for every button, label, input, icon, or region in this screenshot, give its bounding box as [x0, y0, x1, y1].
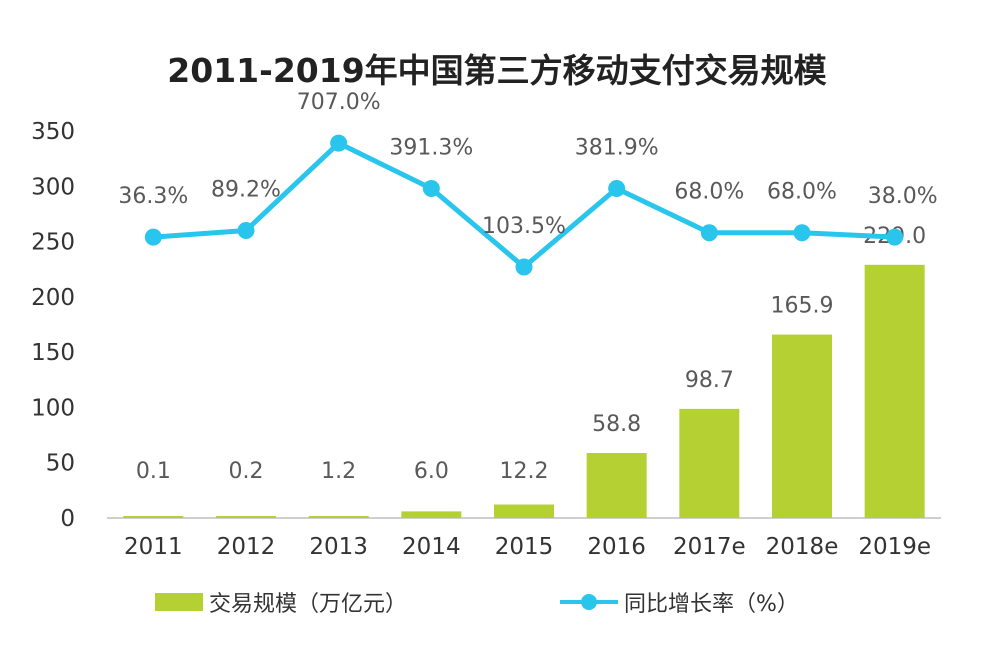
growth-point — [608, 179, 626, 197]
bar-data-label: 0.1 — [136, 459, 171, 484]
growth-point — [515, 258, 533, 276]
bar — [772, 334, 832, 518]
bar-data-label: 98.7 — [685, 368, 734, 393]
growth-data-label: 38.0% — [868, 184, 938, 209]
y-tick-label: 0 — [60, 506, 75, 532]
legend-line-label: 同比增长率（%） — [624, 592, 799, 617]
legend-bar-label: 交易规模（万亿元） — [209, 592, 408, 617]
growth-point — [237, 222, 255, 240]
bar-data-label: 58.8 — [592, 412, 641, 437]
bar — [123, 516, 184, 518]
bar-data-label: 12.2 — [500, 459, 549, 484]
chart-title: 2011-2019年中国第三方移动支付交易规模 — [167, 51, 827, 90]
y-tick-label: 350 — [31, 119, 75, 145]
growth-data-label: 68.0% — [767, 180, 837, 205]
x-tick-label: 2012 — [217, 534, 276, 560]
growth-point — [144, 228, 162, 246]
growth-data-label: 68.0% — [674, 180, 744, 205]
y-tick-label: 300 — [31, 174, 75, 200]
x-tick-label: 2013 — [309, 534, 368, 560]
x-tick-label: 2015 — [495, 534, 554, 560]
line-series — [144, 134, 904, 276]
bar-data-label: 1.2 — [321, 459, 356, 484]
bar — [586, 452, 647, 518]
bar-data-label: 6.0 — [414, 459, 449, 484]
growth-point — [700, 224, 718, 242]
bar — [308, 516, 369, 518]
growth-line — [153, 140, 895, 270]
bar — [679, 408, 740, 518]
bar — [494, 504, 554, 518]
legend-bar-swatch — [155, 593, 203, 611]
growth-data-label: 391.3% — [389, 135, 473, 160]
growth-point — [330, 134, 348, 152]
legend-item-bar: 交易规模（万亿元） — [155, 586, 407, 618]
bar — [864, 264, 925, 518]
y-tick-label: 150 — [31, 340, 75, 366]
bar — [216, 516, 276, 518]
growth-data-label: 36.3% — [118, 184, 188, 209]
x-axis: 2011 2012 2013 2014 2015 2016 2017e 2018e 2019e — [107, 517, 941, 560]
x-tick-label: 2014 — [402, 534, 461, 560]
growth-point — [886, 228, 904, 246]
growth-data-label: 103.5% — [482, 214, 566, 239]
x-tick-label: 2018e — [766, 534, 839, 560]
x-tick-label: 2017e — [673, 534, 746, 560]
bar — [401, 511, 462, 518]
line-data-labels: 36.3% 89.2% 707.0% 391.3% 103.5% 381.9% 68.0% 6… — [118, 90, 937, 239]
y-tick-label: 250 — [31, 230, 75, 256]
legend-item-line: 同比增长率（%） — [560, 586, 799, 618]
x-tick-label: 2011 — [124, 534, 183, 560]
y-tick-label: 100 — [31, 395, 75, 421]
legend-line-swatch — [560, 592, 618, 612]
bar-data-label: 165.9 — [771, 294, 834, 319]
bar-series — [123, 264, 925, 518]
y-tick-label: 50 — [46, 451, 75, 477]
growth-data-label: 381.9% — [575, 135, 659, 160]
y-tick-label: 200 — [31, 285, 75, 311]
growth-point — [422, 179, 440, 197]
growth-point — [793, 224, 811, 242]
x-tick-label: 2019e — [858, 534, 931, 560]
x-tick-label: 2016 — [587, 534, 646, 560]
growth-data-label: 89.2% — [211, 178, 281, 203]
bar-data-label: 0.2 — [229, 459, 264, 484]
y-axis: 0 50 100 150 200 250 300 350 — [31, 119, 75, 532]
growth-data-label: 707.0% — [297, 90, 381, 115]
